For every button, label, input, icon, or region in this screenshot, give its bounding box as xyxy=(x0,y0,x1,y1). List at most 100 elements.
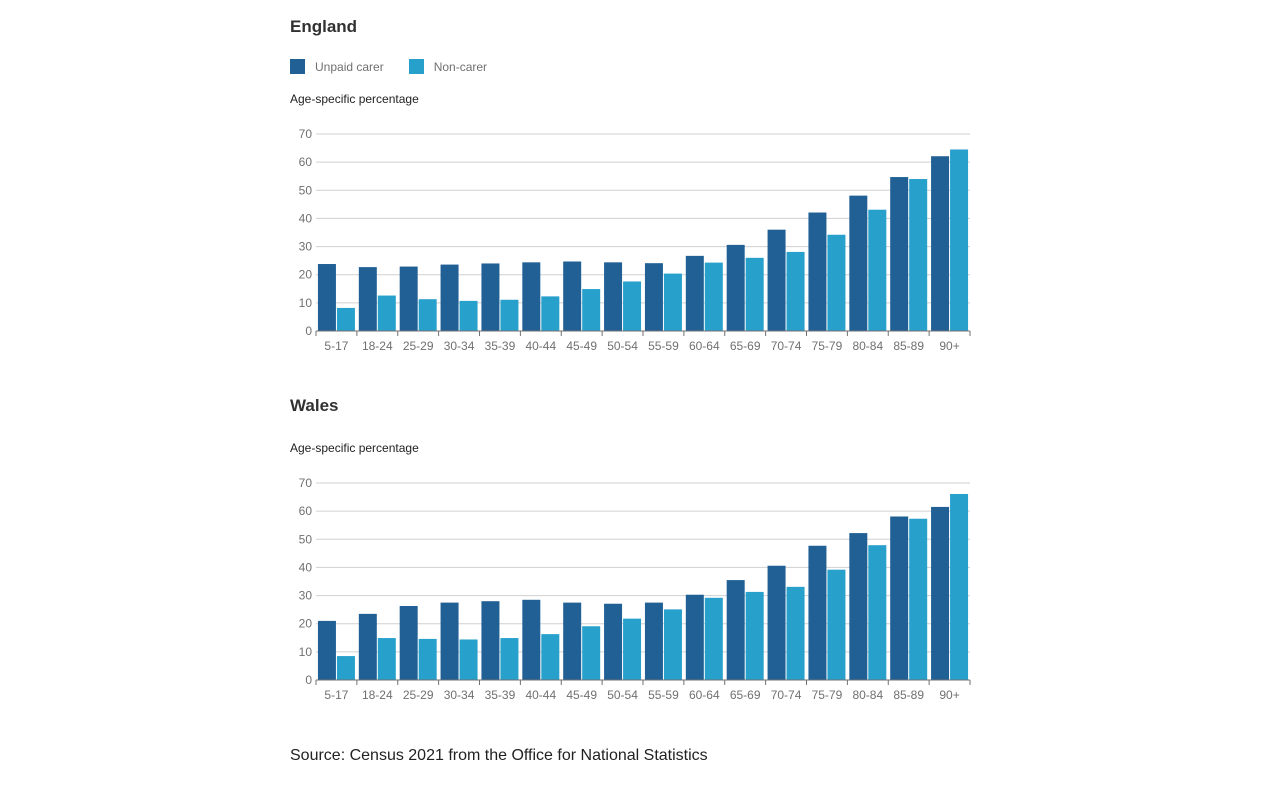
england-bar-unpaid-carer-90+ xyxy=(931,156,950,331)
wales-x-tick-label-18-24: 18-24 xyxy=(362,688,393,702)
wales-bar-unpaid-carer-50-54 xyxy=(604,603,623,680)
wales-bar-non-carer-55-59 xyxy=(663,609,682,680)
england-bar-unpaid-carer-75-79 xyxy=(808,212,827,331)
england-bar-unpaid-carer-85-89 xyxy=(890,177,909,331)
wales-y-tick-label-70: 70 xyxy=(299,476,313,490)
wales-x-tick-label-75-79: 75-79 xyxy=(812,688,843,702)
wales-y-tick-label-30: 30 xyxy=(299,589,313,603)
legend-label-non-carer: Non-carer xyxy=(433,59,488,74)
england-bar-unpaid-carer-80-84 xyxy=(849,195,868,331)
wales-x-tick-label-65-69: 65-69 xyxy=(730,688,761,702)
england-y-tick-label-10: 10 xyxy=(299,296,313,310)
source-note: Source: Census 2021 from the Office for … xyxy=(290,747,708,764)
england-y-tick-label-70: 70 xyxy=(299,127,313,141)
wales-bar-non-carer-30-34 xyxy=(459,639,478,680)
england-bar-non-carer-65-69 xyxy=(745,257,764,331)
wales-bar-unpaid-carer-18-24 xyxy=(358,613,377,680)
england-bar-non-carer-30-34 xyxy=(459,300,478,331)
wales-x-tick-label-70-74: 70-74 xyxy=(771,688,802,702)
england-x-tick-label-75-79: 75-79 xyxy=(812,339,843,353)
wales-bar-non-carer-60-64 xyxy=(704,597,723,680)
wales-bar-non-carer-70-74 xyxy=(786,586,805,680)
wales-x-tick-label-80-84: 80-84 xyxy=(852,688,883,702)
wales-y-tick-label-60: 60 xyxy=(299,504,313,518)
england-bar-unpaid-carer-18-24 xyxy=(358,267,377,331)
wales-bar-non-carer-40-44 xyxy=(541,634,560,680)
wales-bar-unpaid-carer-90+ xyxy=(931,506,950,680)
england-bar-non-carer-50-54 xyxy=(623,281,642,331)
england-bar-unpaid-carer-30-34 xyxy=(440,264,459,331)
england-bar-unpaid-carer-70-74 xyxy=(767,229,786,331)
legend-item-non-carer: Non-carer xyxy=(408,59,488,74)
wales-y-tick-label-20: 20 xyxy=(299,617,313,631)
wales-bar-unpaid-carer-70-74 xyxy=(767,565,786,680)
wales-bar-non-carer-85-89 xyxy=(909,518,928,680)
legend: Unpaid carer Non-carer xyxy=(290,59,512,74)
england-bar-unpaid-carer-65-69 xyxy=(726,244,745,331)
england-bar-non-carer-80-84 xyxy=(868,209,887,331)
wales-y-tick-label-50: 50 xyxy=(299,532,313,546)
england-y-axis-label: Age-specific percentage xyxy=(290,92,419,106)
wales-y-tick-label-10: 10 xyxy=(299,645,313,659)
england-bar-non-carer-18-24 xyxy=(377,295,396,331)
wales-bar-non-carer-90+ xyxy=(950,493,969,680)
england-bar-unpaid-carer-5-17 xyxy=(317,264,336,331)
wales-bar-non-carer-25-29 xyxy=(418,638,437,680)
england-x-tick-label-50-54: 50-54 xyxy=(607,339,638,353)
wales-bar-unpaid-carer-65-69 xyxy=(726,580,745,680)
england-bar-non-carer-75-79 xyxy=(827,234,846,331)
wales-bar-non-carer-75-79 xyxy=(827,569,846,680)
england-bar-unpaid-carer-60-64 xyxy=(685,255,704,331)
england-x-tick-label-18-24: 18-24 xyxy=(362,339,393,353)
wales-bar-unpaid-carer-5-17 xyxy=(317,620,336,680)
wales-bar-unpaid-carer-30-34 xyxy=(440,602,459,680)
wales-bar-non-carer-50-54 xyxy=(623,618,642,680)
england-x-tick-label-5-17: 5-17 xyxy=(324,339,348,353)
england-bar-non-carer-45-49 xyxy=(582,289,601,331)
england-bar-non-carer-35-39 xyxy=(500,299,519,331)
england-x-tick-label-80-84: 80-84 xyxy=(852,339,883,353)
england-y-tick-label-20: 20 xyxy=(299,268,313,282)
england-bar-non-carer-40-44 xyxy=(541,296,560,331)
england-y-tick-label-0: 0 xyxy=(305,324,312,338)
england-y-tick-label-60: 60 xyxy=(299,155,313,169)
wales-y-axis-label: Age-specific percentage xyxy=(290,441,419,455)
wales-bar-unpaid-carer-85-89 xyxy=(890,516,909,680)
england-bar-unpaid-carer-25-29 xyxy=(399,266,418,331)
england-bar-unpaid-carer-35-39 xyxy=(481,263,500,331)
england-y-tick-label-40: 40 xyxy=(299,211,313,225)
england-bar-unpaid-carer-50-54 xyxy=(604,262,623,331)
england-y-tick-label-30: 30 xyxy=(299,240,313,254)
england-bar-non-carer-60-64 xyxy=(704,262,723,331)
england-x-tick-label-40-44: 40-44 xyxy=(525,339,556,353)
wales-x-tick-label-45-49: 45-49 xyxy=(566,688,597,702)
england-chart-plot: 0 10 20 30 40 50 60 70 5-17 18-24 25-29 30-34 35-39 4… xyxy=(299,127,971,353)
england-x-tick-label-25-29: 25-29 xyxy=(403,339,434,353)
wales-y-tick-label-40: 40 xyxy=(299,560,313,574)
england-bar-non-carer-90+ xyxy=(950,149,969,331)
wales-bar-unpaid-carer-80-84 xyxy=(849,533,868,680)
legend-swatch-unpaid-carer xyxy=(290,59,305,74)
england-bar-non-carer-25-29 xyxy=(418,299,437,331)
england-bar-non-carer-70-74 xyxy=(786,251,805,331)
wales-bar-unpaid-carer-35-39 xyxy=(481,601,500,680)
wales-bar-non-carer-35-39 xyxy=(500,638,519,680)
wales-bar-unpaid-carer-75-79 xyxy=(808,545,827,680)
wales-bar-unpaid-carer-55-59 xyxy=(644,602,663,680)
wales-x-tick-label-60-64: 60-64 xyxy=(689,688,720,702)
england-bar-non-carer-5-17 xyxy=(336,307,355,331)
wales-bar-unpaid-carer-40-44 xyxy=(522,599,541,680)
wales-x-tick-label-90+: 90+ xyxy=(939,688,959,702)
wales-bar-non-carer-80-84 xyxy=(868,545,887,680)
england-chart-title: England xyxy=(290,17,358,36)
england-x-tick-label-60-64: 60-64 xyxy=(689,339,720,353)
wales-x-tick-label-35-39: 35-39 xyxy=(485,688,516,702)
wales-x-tick-label-25-29: 25-29 xyxy=(403,688,434,702)
england-bar-non-carer-55-59 xyxy=(663,273,682,331)
wales-x-tick-label-5-17: 5-17 xyxy=(324,688,348,702)
england-x-tick-label-70-74: 70-74 xyxy=(771,339,802,353)
legend-item-unpaid-carer: Unpaid carer xyxy=(290,59,384,74)
england-bar-unpaid-carer-55-59 xyxy=(644,263,663,331)
legend-swatch-non-carer xyxy=(408,59,424,74)
wales-bar-non-carer-45-49 xyxy=(582,626,601,680)
